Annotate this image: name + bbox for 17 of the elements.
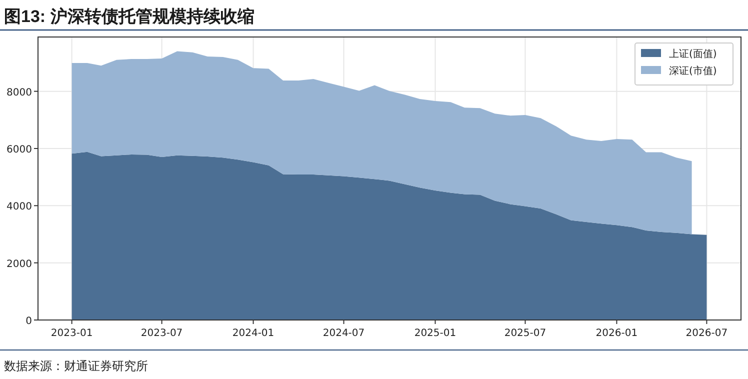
source-note: 数据来源：财通证券研究所 — [4, 359, 148, 373]
y-tick-label: 6000 — [6, 144, 32, 156]
y-tick-label: 2000 — [6, 258, 32, 270]
x-tick-label: 2025-07 — [504, 328, 546, 339]
y-tick-label: 0 — [26, 316, 32, 327]
x-tick-label: 2025-01 — [414, 328, 456, 339]
x-tick-label: 2026-07 — [686, 328, 728, 339]
x-tick-label: 2024-07 — [322, 328, 365, 339]
y-tick-label: 4000 — [6, 202, 32, 213]
x-tick-label: 2023-01 — [50, 328, 93, 339]
y-tick-label: 8000 — [6, 87, 32, 98]
x-tick-label: 2026-01 — [596, 328, 638, 339]
legend-label: 上证(面值) — [669, 48, 717, 60]
legend-label: 深证(市值) — [669, 65, 717, 77]
x-tick-label: 2023-07 — [140, 328, 183, 339]
x-tick-label: 2024-01 — [232, 328, 274, 339]
chart-title: 图13: 沪深转债托管规模持续收缩 — [4, 7, 254, 26]
